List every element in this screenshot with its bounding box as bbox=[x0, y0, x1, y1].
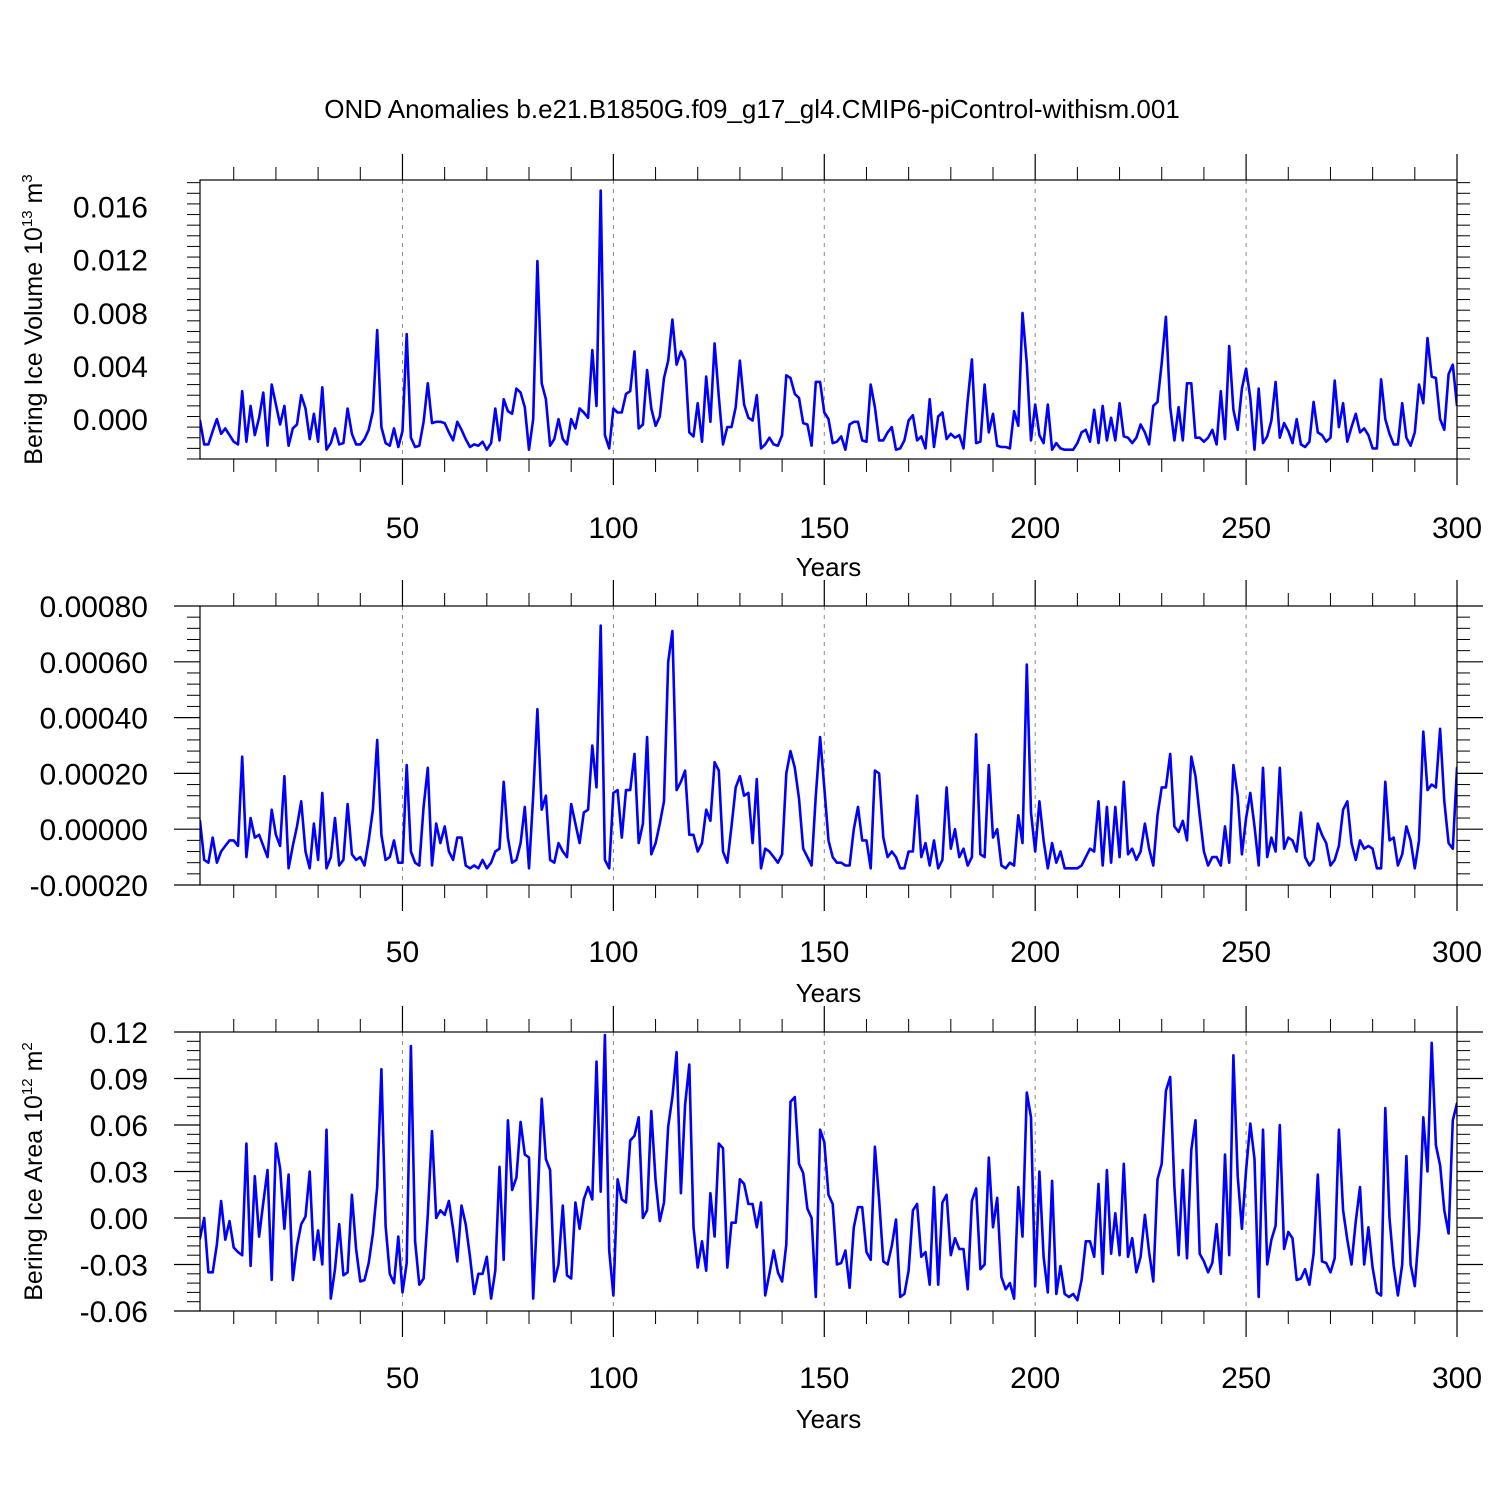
chart-panel-3: 50 100 150 200 250 300 Years -0.06 -0.03 0.00 0.03… bbox=[19, 1006, 1483, 1434]
x-tick-label: 300 bbox=[1432, 1362, 1482, 1395]
x-tick-label: 200 bbox=[1010, 512, 1060, 545]
chart-panel-2: 50 100 150 200 250 300 Years -0.00020 0.00000 0.0… bbox=[30, 580, 1483, 1008]
y-tick-label: 0.012 bbox=[73, 245, 148, 278]
y-axis-label-superscript: 12 bbox=[19, 1078, 36, 1095]
y-tick-label: 0.00 bbox=[90, 1203, 148, 1236]
y-axis-label: Bering Ice Area 1012 m2 bbox=[19, 1042, 48, 1301]
data-series-line bbox=[200, 624, 1457, 870]
y-axis-label-part: Bering Ice Area 10 bbox=[20, 1095, 48, 1301]
x-axis-label: Years bbox=[796, 552, 862, 582]
x-tick-label: 200 bbox=[1010, 936, 1060, 969]
y-axis-label-superscript: 13 bbox=[19, 210, 36, 227]
x-tick-label: 50 bbox=[386, 936, 419, 969]
y-tick-label: 0.000 bbox=[73, 404, 148, 437]
y-axis-label-superscript: 2 bbox=[19, 1042, 36, 1050]
y-axis-label: Bering Ice Volume 1013 m3 bbox=[19, 174, 48, 464]
x-tick-label: 150 bbox=[799, 512, 849, 545]
y-tick-label: 0.09 bbox=[90, 1064, 148, 1097]
x-axis-label: Years bbox=[796, 978, 862, 1008]
y-tick-label: 0.06 bbox=[90, 1110, 148, 1143]
x-tick-label: 50 bbox=[386, 512, 419, 545]
y-tick-label: 0.03 bbox=[90, 1157, 148, 1190]
y-tick-label: 0.00060 bbox=[40, 647, 148, 680]
plot-frame bbox=[199, 179, 1458, 460]
data-series-line bbox=[200, 1033, 1457, 1302]
y-tick-label: 0.00000 bbox=[40, 814, 148, 847]
y-tick-label: -0.00020 bbox=[30, 870, 148, 903]
x-axis-label: Years bbox=[796, 1404, 862, 1434]
x-tick-label: 100 bbox=[588, 1362, 638, 1395]
x-tick-label: 150 bbox=[799, 936, 849, 969]
y-tick-label: 0.00020 bbox=[40, 758, 148, 791]
y-tick-label: -0.06 bbox=[80, 1296, 148, 1329]
chart-panel-1: 50 100 150 200 250 300 Years 0.000 0.004 0.008 0.0… bbox=[19, 154, 1482, 582]
x-tick-label: 250 bbox=[1221, 936, 1271, 969]
y-axis-label-superscript: 3 bbox=[19, 174, 36, 182]
y-tick-label: 0.016 bbox=[73, 192, 148, 225]
y-tick-label: 0.12 bbox=[90, 1017, 148, 1050]
x-tick-label: 250 bbox=[1221, 1362, 1271, 1395]
y-axis-label-part: m bbox=[20, 183, 48, 211]
y-tick-label: 0.00080 bbox=[40, 591, 148, 624]
x-tick-label: 100 bbox=[588, 512, 638, 545]
data-series-line bbox=[200, 189, 1457, 452]
y-axis-label-part: Bering Ice Volume 10 bbox=[20, 227, 48, 465]
figure-title: OND Anomalies b.e21.B1850G.f09_g17_gl4.C… bbox=[324, 94, 1180, 124]
x-tick-label: 50 bbox=[386, 1362, 419, 1395]
x-tick-label: 300 bbox=[1432, 512, 1482, 545]
y-tick-label: 0.008 bbox=[73, 298, 148, 331]
y-tick-label: 0.004 bbox=[73, 351, 148, 384]
x-tick-label: 150 bbox=[799, 1362, 849, 1395]
plot-frame bbox=[199, 605, 1458, 886]
x-tick-label: 200 bbox=[1010, 1362, 1060, 1395]
y-axis-label-part: m bbox=[20, 1051, 48, 1079]
x-tick-label: 300 bbox=[1432, 936, 1482, 969]
y-tick-label: -0.03 bbox=[80, 1250, 148, 1283]
x-tick-label: 250 bbox=[1221, 512, 1271, 545]
x-tick-label: 100 bbox=[588, 936, 638, 969]
panels: 50 100 150 200 250 300Years0.0000.0040.0080.0… bbox=[19, 154, 1483, 1434]
y-tick-label: 0.00040 bbox=[40, 703, 148, 736]
